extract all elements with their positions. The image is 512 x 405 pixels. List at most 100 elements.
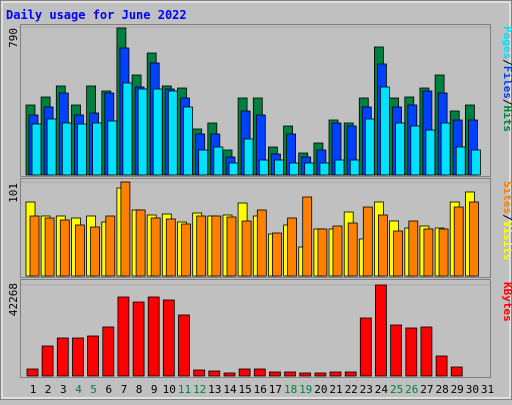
day-label-10: 10	[163, 383, 176, 396]
day-label-3: 3	[60, 383, 67, 396]
bar-sites-day-13	[211, 215, 222, 277]
day-label-8: 8	[136, 383, 143, 396]
bar-pages-day-30	[470, 149, 481, 176]
day-label-9: 9	[151, 383, 158, 396]
bar-kbytes-day-19	[299, 372, 312, 377]
bar-sites-day-18	[287, 217, 298, 277]
kbytes-max-label: 42268	[7, 283, 20, 316]
bar-pages-day-28	[440, 122, 451, 176]
bar-kbytes-day-10	[162, 299, 175, 377]
bar-kbytes-day-11	[178, 314, 190, 377]
day-label-24: 24	[375, 383, 389, 396]
legend-kbytes-part-0: KBytes	[501, 282, 512, 322]
bar-kbytes-day-27	[420, 326, 433, 377]
bar-kbytes-day-20	[314, 372, 327, 377]
bar-sites-day-21	[332, 225, 343, 277]
bar-pages-day-9	[152, 88, 163, 176]
frame-inner	[1, 1, 511, 399]
bar-kbytes-day-4	[72, 337, 84, 377]
visits-max-label: 101	[7, 183, 20, 203]
bar-kbytes-day-12	[193, 369, 206, 377]
day-label-12: 12	[193, 383, 206, 396]
bar-sites-day-25	[393, 230, 404, 277]
bar-sites-day-8	[135, 209, 146, 277]
bar-pages-day-25	[395, 122, 406, 176]
bar-kbytes-day-21	[329, 371, 342, 377]
day-label-5: 5	[90, 383, 97, 396]
bar-pages-day-8	[137, 88, 148, 176]
bar-kbytes-day-15	[238, 368, 251, 377]
bar-sites-day-2	[44, 217, 55, 277]
bar-pages-day-3	[61, 122, 72, 176]
bar-pages-day-4	[77, 123, 87, 176]
bar-pages-day-1	[31, 123, 42, 176]
bar-sites-day-7	[120, 181, 131, 277]
legend-hits: Pages/Files/Hits	[501, 26, 512, 132]
bar-pages-day-21	[334, 159, 345, 176]
day-label-19: 19	[299, 383, 312, 396]
bar-sites-day-28	[438, 228, 449, 277]
bar-kbytes-day-8	[132, 301, 145, 377]
bar-kbytes-day-9	[147, 296, 160, 377]
bar-sites-day-14	[226, 216, 237, 277]
day-label-4: 4	[75, 383, 82, 396]
bar-sites-day-24	[377, 214, 388, 277]
bar-pages-day-23	[364, 118, 375, 176]
legend-hits-part-4: Hits	[501, 106, 512, 133]
bar-pages-day-27	[425, 129, 436, 176]
bar-kbytes-day-2	[41, 345, 54, 377]
bar-kbytes-day-26	[405, 327, 418, 377]
day-label-14: 14	[223, 383, 237, 396]
bar-pages-day-11	[183, 106, 193, 176]
legend-visits: Sites/Visits	[501, 181, 512, 261]
bar-sites-day-4	[75, 224, 85, 277]
day-label-28: 28	[435, 383, 448, 396]
bar-pages-day-20	[319, 162, 330, 176]
bar-kbytes-day-25	[390, 324, 403, 377]
bar-pages-day-15	[243, 138, 254, 176]
day-label-15: 15	[238, 383, 251, 396]
bar-kbytes-day-14	[223, 372, 236, 377]
day-label-29: 29	[451, 383, 464, 396]
bar-pages-day-16	[258, 159, 269, 176]
bars-hits-panel	[25, 27, 481, 176]
bar-kbytes-day-22	[344, 371, 357, 377]
bar-sites-day-19	[302, 196, 313, 277]
bar-sites-day-10	[165, 218, 176, 277]
day-label-7: 7	[121, 383, 128, 396]
legend-visits-part-0: Sites	[501, 181, 512, 214]
day-label-23: 23	[360, 383, 373, 396]
day-label-6: 6	[105, 383, 112, 396]
bars-kbytes-panel	[26, 284, 463, 377]
chart-title: Daily usage for June 2022	[6, 8, 187, 22]
day-label-21: 21	[329, 383, 342, 396]
bar-pages-day-19	[304, 162, 315, 176]
bar-sites-day-1	[29, 215, 40, 277]
day-label-18: 18	[284, 383, 297, 396]
bar-pages-day-12	[198, 149, 209, 176]
legend-visits-part-2: Visits	[501, 221, 512, 261]
gridlines	[21, 26, 490, 286]
bar-pages-day-13	[213, 146, 224, 176]
bar-sites-day-6	[105, 215, 116, 277]
bar-pages-day-14	[228, 162, 239, 176]
bar-kbytes-day-23	[359, 317, 372, 377]
day-label-1: 1	[30, 383, 37, 396]
bar-sites-day-3	[59, 219, 70, 277]
day-label-16: 16	[254, 383, 267, 396]
bar-kbytes-day-6	[102, 326, 115, 377]
legend-kbytes: KBytes	[501, 282, 512, 322]
bar-pages-day-2	[46, 118, 57, 176]
bar-sites-day-27	[423, 228, 434, 277]
bar-sites-day-26	[408, 220, 419, 277]
bar-kbytes-day-5	[87, 335, 99, 377]
day-label-25: 25	[390, 383, 403, 396]
bar-kbytes-day-16	[253, 368, 266, 377]
bar-kbytes-day-24	[374, 284, 387, 377]
bar-pages-day-26	[410, 125, 421, 176]
legend-hits-part-1: /	[501, 59, 512, 66]
bar-sites-day-11	[181, 223, 191, 277]
bar-kbytes-day-13	[208, 370, 221, 377]
